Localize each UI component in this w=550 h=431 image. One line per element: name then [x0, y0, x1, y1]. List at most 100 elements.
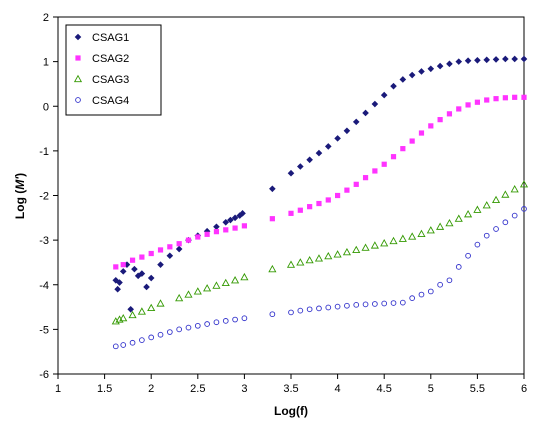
data-point: [372, 301, 378, 307]
data-point: [120, 262, 126, 268]
data-point: [418, 130, 425, 136]
data-point: [380, 91, 388, 99]
x-axis-title: Log(f): [274, 404, 308, 418]
data-point: [288, 309, 294, 316]
data-point: [446, 277, 453, 284]
data-point: [116, 279, 123, 286]
data-point: [455, 264, 462, 270]
x-tick-label: 5.5: [470, 383, 485, 395]
data-point: [111, 317, 120, 325]
data-point: [428, 123, 434, 129]
data-point: [139, 254, 145, 260]
series-csag4: [112, 206, 527, 350]
data-point: [456, 106, 462, 112]
data-point: [269, 216, 275, 222]
data-point: [372, 168, 378, 174]
data-point: [241, 315, 248, 322]
data-point: [195, 234, 201, 240]
data-point: [316, 305, 322, 312]
data-point: [493, 226, 499, 232]
data-point: [119, 268, 127, 275]
data-point: [492, 56, 500, 63]
data-point: [156, 299, 165, 307]
legend: CSAG1 CSAG2 CSAG3 CSAG4: [65, 24, 162, 116]
data-point: [361, 243, 370, 251]
data-point: [511, 212, 518, 219]
legend-marker: [73, 74, 83, 83]
data-point: [203, 284, 212, 292]
y-axis-title: Log (M'): [13, 173, 27, 219]
y-tick-label: -4: [39, 280, 49, 292]
data-point: [114, 285, 121, 293]
data-point: [353, 301, 360, 308]
data-point: [325, 304, 332, 311]
data-point: [484, 97, 490, 103]
data-point: [325, 197, 331, 203]
data-point: [370, 241, 379, 249]
data-point: [157, 261, 164, 268]
data-point: [143, 283, 150, 291]
data-point: [502, 55, 509, 63]
data-point: [148, 334, 155, 341]
data-point: [227, 216, 234, 224]
data-point: [222, 218, 230, 226]
legend-box: [65, 24, 162, 116]
data-point: [390, 300, 397, 306]
data-point: [511, 55, 518, 63]
data-point: [232, 225, 238, 231]
data-point: [127, 305, 134, 313]
data-point: [288, 210, 294, 216]
data-point: [269, 311, 276, 318]
series-csag2: [113, 94, 527, 270]
data-point: [128, 310, 137, 319]
data-point: [521, 94, 527, 100]
data-point: [236, 212, 244, 219]
x-tick-label: 1.5: [97, 383, 112, 395]
data-point: [213, 319, 220, 326]
data-point: [286, 260, 296, 268]
data-point: [380, 239, 389, 247]
data-point: [212, 281, 221, 289]
x-tick-label: 2: [148, 383, 154, 395]
data-point: [342, 247, 351, 256]
data-point: [389, 236, 398, 245]
data-point: [520, 55, 528, 63]
x-tick-label: 6: [521, 383, 527, 395]
legend-marker: [74, 33, 82, 41]
data-point: [157, 331, 164, 338]
data-point: [297, 307, 304, 314]
data-point: [455, 58, 463, 65]
x-tick-label: 1: [55, 383, 61, 395]
data-point: [408, 232, 417, 240]
data-point: [166, 252, 174, 260]
data-point: [119, 313, 128, 322]
y-tick-label: 1: [43, 57, 49, 69]
data-point: [147, 303, 156, 312]
data-point: [464, 57, 472, 65]
legend-item-csag2: CSAG2: [75, 53, 129, 65]
data-marks: [111, 55, 529, 350]
data-point: [231, 276, 240, 284]
y-tick-label: -2: [39, 191, 49, 203]
data-point: [474, 99, 480, 105]
data-point: [232, 316, 238, 323]
data-point: [269, 185, 276, 193]
data-point: [427, 65, 435, 73]
y-tick-label: 2: [43, 12, 49, 24]
data-point: [398, 234, 407, 242]
legend-item-csag1: CSAG1: [74, 32, 129, 44]
legend-marker: [75, 97, 81, 103]
x-tick-label: 5: [428, 383, 434, 395]
data-point: [381, 161, 387, 167]
y-tick-label: -3: [39, 235, 49, 247]
data-point: [371, 100, 379, 108]
legend-label: CSAG1: [92, 32, 129, 44]
data-point: [334, 303, 341, 310]
data-point: [502, 219, 509, 226]
data-point: [297, 163, 304, 170]
legend-item-csag4: CSAG4: [75, 95, 129, 107]
data-point: [474, 56, 481, 64]
data-point: [381, 300, 388, 307]
data-point: [316, 200, 322, 207]
